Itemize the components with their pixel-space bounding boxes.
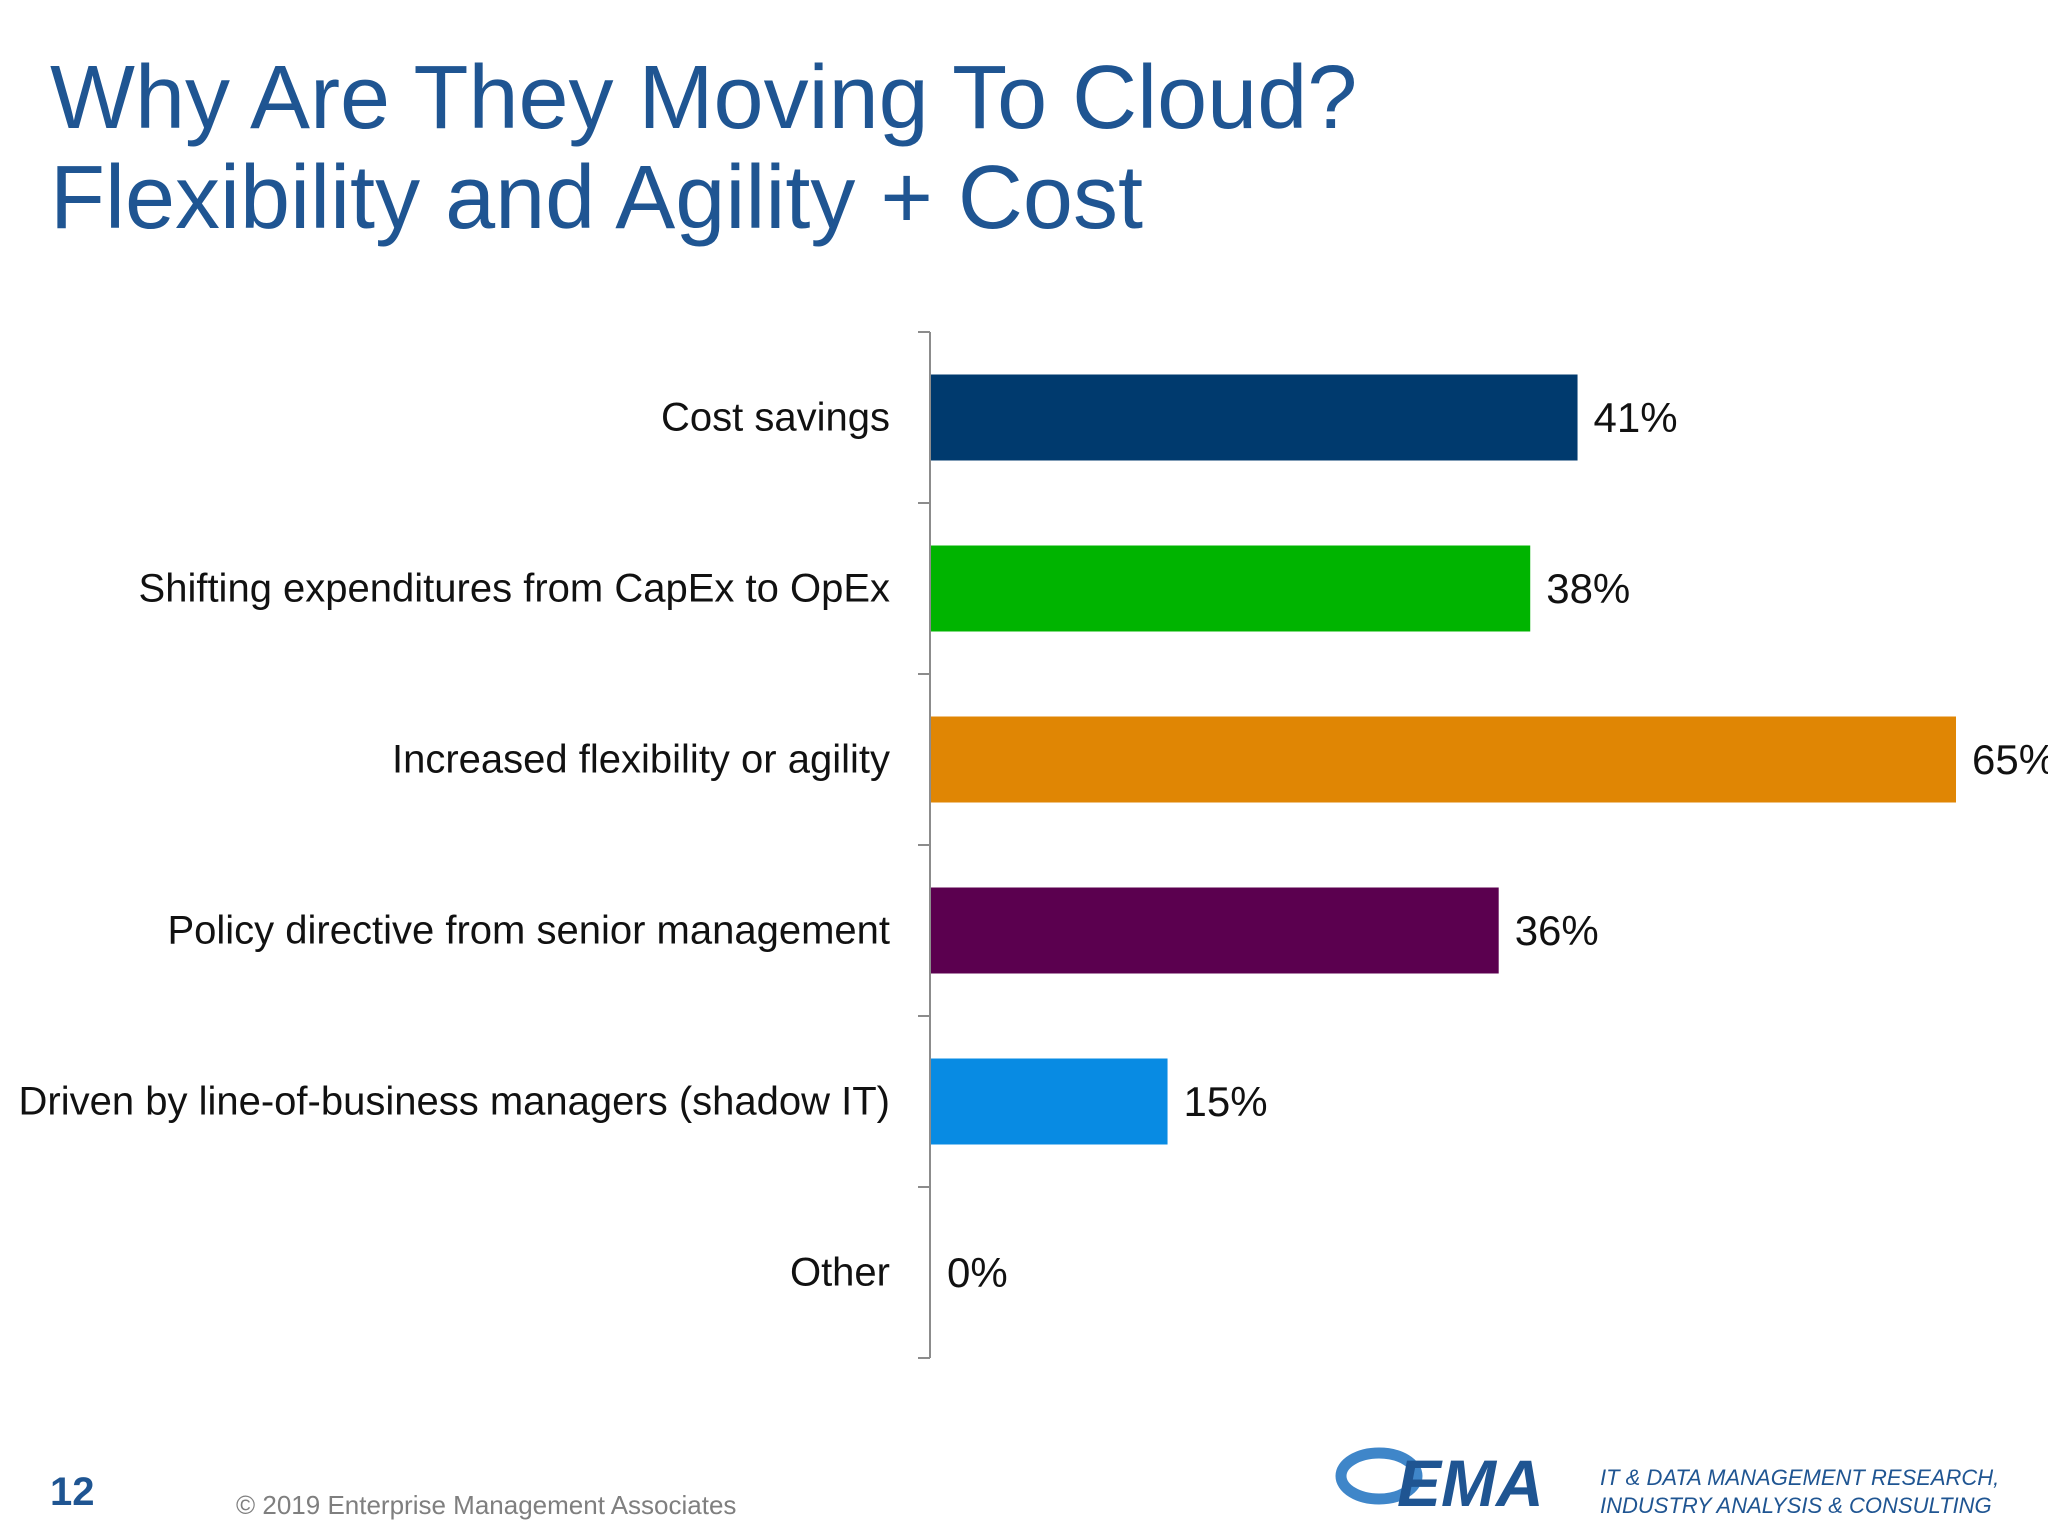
bar xyxy=(931,374,1578,461)
value-label: 65% xyxy=(1972,736,2048,783)
value-label: 15% xyxy=(1184,1078,1268,1125)
value-label: 0% xyxy=(947,1249,1008,1296)
category-label: Policy directive from senior management xyxy=(167,909,890,953)
value-label: 36% xyxy=(1515,907,1599,954)
tagline-line-1: IT & DATA MANAGEMENT RESEARCH, xyxy=(1600,1465,2000,1490)
category-label: Driven by line-of-business managers (sha… xyxy=(19,1080,890,1124)
category-label: Shifting expenditures from CapEx to OpEx xyxy=(139,567,890,611)
logo-wordmark: EMA xyxy=(1397,1446,1544,1518)
title-line-1: Why Are They Moving To Cloud? xyxy=(50,48,1358,148)
title-line-2: Flexibility and Agility + Cost xyxy=(50,148,1143,248)
bar xyxy=(931,545,1531,632)
slide-title: Why Are They Moving To Cloud? Flexibilit… xyxy=(50,48,1357,248)
category-label: Cost savings xyxy=(661,396,890,440)
ema-logo: EMA xyxy=(1335,1446,1544,1518)
value-label: 38% xyxy=(1546,565,1630,612)
bar xyxy=(931,1058,1168,1145)
bar xyxy=(931,887,1499,974)
category-label: Other xyxy=(790,1251,890,1295)
bar xyxy=(931,716,1956,803)
company-tagline: IT & DATA MANAGEMENT RESEARCH, INDUSTRY … xyxy=(1600,1464,1999,1520)
page-number: 12 xyxy=(50,1470,95,1514)
copyright-text: © 2019 Enterprise Management Associates xyxy=(236,1490,737,1520)
logo-swoosh-icon xyxy=(1335,1447,1423,1505)
tagline-line-2: INDUSTRY ANALYSIS & CONSULTING xyxy=(1600,1493,1992,1518)
category-label: Increased flexibility or agility xyxy=(392,738,890,782)
value-label: 41% xyxy=(1594,394,1678,441)
